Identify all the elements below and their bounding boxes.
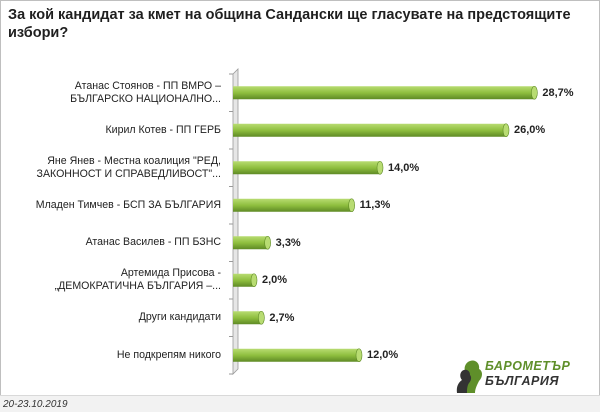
- logo-text-bulgaria: БЪЛГАРИЯ: [485, 374, 559, 388]
- category-label-line: БЪЛГАРСКО НАЦИОНАЛНО...: [70, 92, 221, 105]
- category-label-line: Кирил Котев - ПП ГЕРБ: [105, 123, 221, 136]
- category-label-line: Атанас Василев - ПП БЗНС: [85, 236, 221, 249]
- bar-value-label: 28,7%: [542, 86, 574, 99]
- category-label-line: Младен Тимчев - БСП ЗА БЪЛГАРИЯ: [35, 198, 221, 211]
- bar: [233, 348, 363, 363]
- axis-wall: [232, 68, 239, 375]
- survey-date: 20-23.10.2019: [3, 399, 68, 410]
- bar-value-label: 3,3%: [275, 236, 301, 249]
- barometer-logo: БАРОМЕТЪР БЪЛГАРИЯ: [455, 355, 600, 395]
- category-label-line: „ДЕМОКРАТИЧНА БЪЛГАРИЯ –...: [54, 280, 221, 293]
- logo-heads-icon: [456, 360, 482, 393]
- category-label-line: Не подкрепям никого: [116, 348, 221, 361]
- category-label: Атанас Василев - ПП БЗНС: [11, 236, 221, 249]
- category-label: Артемида Присова - „ДЕМОКРАТИЧНА БЪЛГАРИЯ…: [11, 267, 221, 293]
- bar-value-label: 2,7%: [269, 311, 295, 324]
- category-label: Яне Янев - Местна коалиция "РЕД, ЗАКОННОС…: [11, 155, 221, 181]
- bar-value-label: 12,0%: [367, 349, 399, 362]
- bar-value-label: 11,3%: [359, 199, 391, 212]
- bar-value-label: 26,0%: [514, 124, 546, 137]
- category-label-line: Яне Янев - Местна коалиция "РЕД,: [47, 154, 221, 167]
- bar: [233, 85, 538, 100]
- footer-bar: [0, 395, 600, 412]
- bar-value-label: 2,0%: [262, 274, 288, 287]
- category-label-line: Други кандидати: [138, 311, 221, 324]
- bar: [233, 123, 510, 138]
- bar: [233, 310, 265, 325]
- chart-title: За кой кандидат за кмет на община Сандан…: [8, 7, 571, 41]
- bar: [233, 160, 384, 175]
- bar: [233, 273, 258, 288]
- bar: [233, 235, 271, 250]
- category-label: Не подкрепям никого: [11, 349, 221, 362]
- category-label: Кирил Котев - ПП ГЕРБ: [11, 124, 221, 137]
- bar-value-label: 14,0%: [388, 161, 420, 174]
- category-label: Други кандидати: [11, 311, 221, 324]
- category-label-line: ЗАКОННОСТ И СПРАВЕДЛИВОСТ"...: [36, 167, 221, 180]
- logo-text-barometer: БАРОМЕТЪР: [485, 359, 571, 373]
- category-label: Атанас Стоянов - ПП ВМРО – БЪЛГАРСКО НАЦИ…: [11, 80, 221, 106]
- category-label: Младен Тимчев - БСП ЗА БЪЛГАРИЯ: [11, 199, 221, 212]
- category-label-line: Атанас Стоянов - ПП ВМРО –: [74, 79, 221, 92]
- bar: [233, 198, 355, 213]
- category-label-line: Артемида Присова -: [120, 267, 221, 280]
